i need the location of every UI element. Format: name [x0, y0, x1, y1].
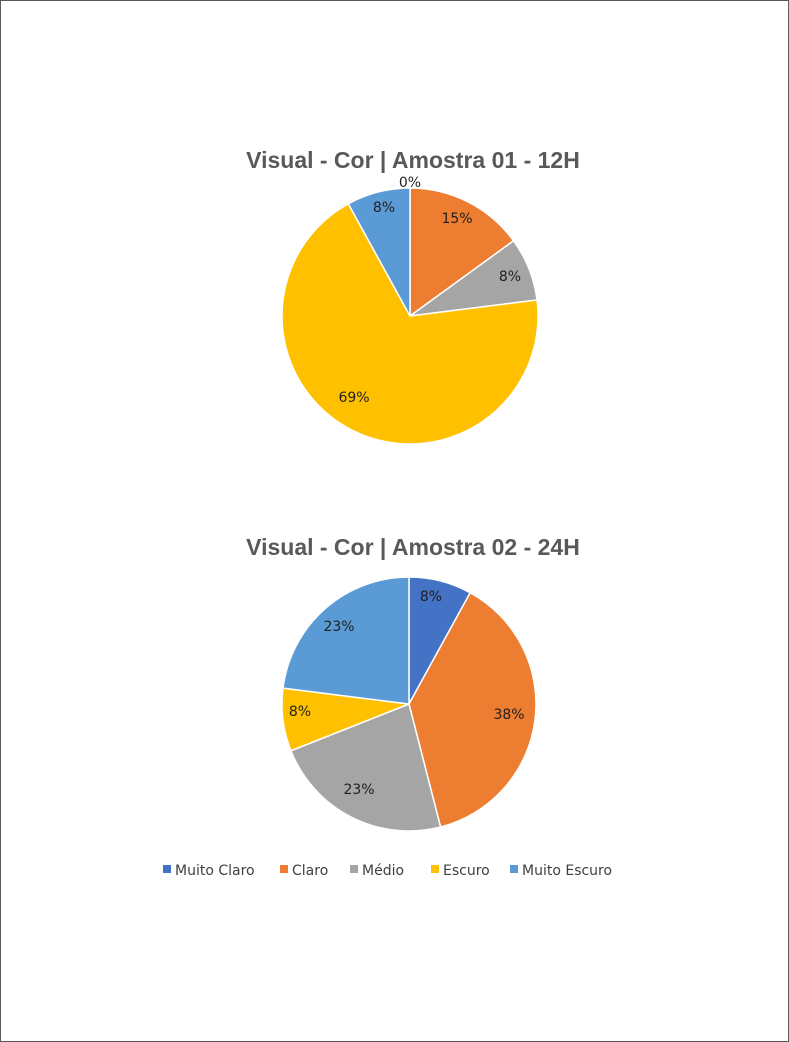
pie2-data-label-claro: 38%	[493, 707, 524, 723]
legend-label-escuro: Escuro	[443, 863, 490, 879]
legend-swatch-claro	[280, 865, 288, 873]
pie1-data-label-muito-escuro: 8%	[373, 200, 395, 216]
chart-2-title: Visual - Cor | Amostra 02 - 24H	[246, 534, 580, 560]
legend-swatch-muito-escuro	[510, 865, 518, 873]
pie1-data-label-medio: 8%	[499, 269, 521, 285]
pie-chart-1: 0% 15% 8% 69% 8%	[281, 175, 539, 445]
legend-swatch-medio	[350, 865, 358, 873]
legend-label-medio: Médio	[362, 863, 404, 879]
pie1-data-label-escuro: 69%	[338, 390, 369, 406]
pie1-slice-muito-escuro	[347, 187, 411, 317]
legend-label-muito-escuro: Muito Escuro	[522, 863, 612, 879]
pie1-slice-escuro	[281, 202, 539, 445]
legend-label-muito-claro: Muito Claro	[175, 863, 255, 879]
pie2-data-label-muito-escuro: 23%	[323, 619, 354, 635]
pie1-data-label-claro: 15%	[441, 211, 472, 227]
legend-swatch-escuro	[431, 865, 439, 873]
pie2-slice-medio	[289, 702, 442, 832]
pie-chart-2: 8% 38% 23% 8% 23%	[281, 576, 537, 832]
pie2-slice-muito-escuro	[282, 576, 410, 705]
pie1-slice-claro	[409, 187, 515, 318]
pie1-data-label-muito-claro: 0%	[399, 175, 421, 191]
legend: Muito Claro Claro Médio Escuro Muito Escuro	[163, 863, 612, 879]
pie2-data-label-muito-claro: 8%	[420, 589, 442, 605]
pie2-slice-claro	[408, 591, 537, 828]
pie2-data-label-medio: 23%	[343, 782, 374, 798]
pie2-data-label-escuro: 8%	[289, 704, 311, 720]
chart-1-title: Visual - Cor | Amostra 01 - 12H	[246, 147, 580, 173]
legend-swatch-muito-claro	[163, 865, 171, 873]
legend-label-claro: Claro	[292, 863, 328, 879]
